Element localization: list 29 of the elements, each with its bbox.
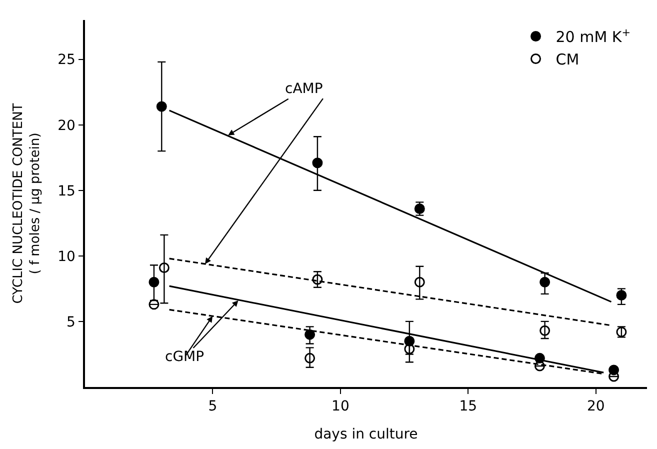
- point: [312, 158, 323, 168]
- y-tick-label: 25: [58, 52, 76, 68]
- point: [148, 276, 160, 288]
- y-tick-label: 10: [58, 248, 76, 265]
- annotation: cAMP: [285, 81, 323, 97]
- y-tick-label: 5: [66, 314, 76, 330]
- point: [158, 262, 170, 273]
- y-axis-title: CYCLIC NUCLEOTIDE CONTENT ( f moles / μg protein): [11, 103, 44, 304]
- point: [304, 329, 316, 340]
- point: [414, 276, 425, 288]
- point: [404, 344, 415, 354]
- x-tick-label: 5: [208, 398, 218, 415]
- y-tick-label: 15: [58, 183, 76, 200]
- point: [616, 290, 627, 300]
- legend-label: 20 mM K$^{+}$: [556, 26, 631, 46]
- y-tick-label: 20: [58, 118, 76, 134]
- point: [540, 325, 550, 336]
- point: [156, 101, 167, 112]
- point: [148, 299, 160, 310]
- annotation: cGMP: [165, 349, 204, 365]
- point: [534, 360, 545, 372]
- point: [304, 352, 316, 364]
- x-tick-label: 10: [332, 398, 350, 415]
- x-tick-label: 15: [459, 398, 478, 415]
- point: [540, 276, 550, 288]
- x-tick-label: 20: [586, 398, 605, 415]
- point: [312, 274, 323, 285]
- x-axis-title: days in culture: [314, 426, 418, 442]
- legend-label: CM: [556, 50, 580, 69]
